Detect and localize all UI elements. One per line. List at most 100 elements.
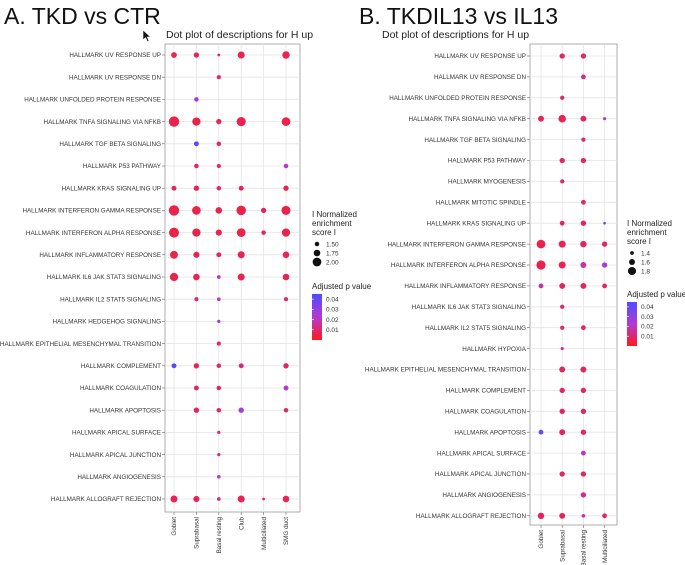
color-legend-label: 0.03 [326,307,339,314]
data-dot [282,495,290,503]
column-label: Goblet [171,517,178,536]
data-dot [581,199,586,205]
size-legend-label: 2.00 [326,259,339,266]
data-dot [236,205,246,216]
data-dot [217,452,221,457]
panel-b-row-labels: HALLMARK UV RESPONSE UP HALLMARK UV RESPO… [365,53,527,520]
row-label: HALLMARK COMPLEMENT [446,388,526,395]
panel-a-size-legend-items: 1.50 1.75 2.00 [312,241,339,267]
mouse-pointer-icon [142,29,152,42]
data-dot [580,387,587,394]
row-label: HALLMARK TNFA SIGNALING VIA NFKB [409,116,526,123]
data-dot [538,115,544,122]
row-label: HALLMARK UV RESPONSE DN [69,74,161,81]
data-dot [216,275,221,279]
data-dot [193,363,200,369]
data-dot [193,407,200,413]
data-dot [536,260,546,270]
data-dot [171,185,177,191]
row-label: HALLMARK INTERFERON GAMMA RESPONSE [387,241,526,248]
data-dot [558,114,566,123]
data-dot [170,250,178,259]
data-dot [602,283,607,289]
row-label: HALLMARK IL2 STAT5 SIGNALING [425,325,526,332]
data-dot [216,497,221,501]
data-dot [601,262,608,268]
data-dot [194,297,199,302]
data-dot [216,163,221,169]
panel-a-color-legend-title: Adjusted p value [312,282,372,291]
row-label: HALLMARK INTERFERON ALPHA RESPONSE [26,230,161,237]
data-dot [237,495,245,503]
data-dot [216,407,222,413]
panel-a-color-legend: Adjusted p value 0.04 0.03 0.02 0.01 [312,282,372,340]
panel-a-title: A. TKD vs CTR [4,3,161,29]
data-dot [168,205,180,216]
size-legend-dot [313,249,321,257]
data-dot [216,118,222,125]
data-dot [580,408,587,414]
color-legend-label: 0.01 [326,327,339,334]
data-dot [581,325,586,331]
data-dot [283,407,289,413]
data-dot [603,221,606,225]
data-dot [216,75,221,80]
size-legend-dot [312,257,322,267]
panel-a-plot-title: Dot plot of descriptions for H up [166,29,313,41]
data-dot [559,387,565,394]
data-dot [581,137,586,142]
data-dot [170,495,178,503]
size-legend-label: 1.50 [326,241,339,248]
row-label: HALLMARK COAGULATION [80,385,162,392]
data-dot [261,230,266,235]
row-label: HALLMARK APICAL SURFACE [72,430,161,437]
data-dot [193,251,200,258]
row-label: HALLMARK MYOGENESIS [448,179,526,186]
data-dot [580,429,587,435]
column-label: Suprabasal [559,530,566,562]
panel-b-dots [536,53,608,520]
data-dot [581,74,586,80]
data-dot [193,185,200,191]
column-label: Club [238,517,245,530]
data-dot [283,185,289,191]
panel-b-title: B. TKDIL13 vs IL13 [359,3,558,29]
row-label: HALLMARK APICAL SURFACE [437,450,526,457]
color-legend-label: 0.03 [641,314,654,321]
data-dot [560,347,564,351]
data-dot [581,450,586,456]
size-legend-label: 1.6 [641,259,650,266]
column-label: Multiciliated [261,517,268,550]
color-legend-label: 0.04 [326,296,339,303]
row-label: HALLMARK P53 PATHWAY [83,163,162,170]
data-dot [580,492,587,498]
panel-b: B. TKDIL13 vs IL13 Dot plot of descripti… [359,3,685,565]
panel-b-color-legend: Adjusted p value 0.04 0.03 0.02 0.01 [627,290,685,346]
column-label: Multiciliated [602,530,609,563]
panel-b-size-legend-items: 1.4 1.6 1.8 [627,250,650,276]
data-dot [193,385,199,391]
row-label: HALLMARK UV RESPONSE DN [434,74,526,81]
row-label: HALLMARK ANGIOGENESIS [442,492,526,499]
color-legend-label: 0.02 [641,324,654,331]
column-label: SMG duct [283,517,290,545]
data-dot [560,95,565,100]
row-label: HALLMARK TGF BETA SIGNALING [59,141,161,148]
data-dot [193,273,200,281]
row-label: HALLMARK KRAS SIGNALING UP [427,220,526,227]
data-dot [169,272,179,282]
row-label: HALLMARK IL6 JAK STAT3 SIGNALING [47,274,161,281]
row-label: HALLMARK APOPTOSIS [89,407,161,414]
row-label: HALLMARK EPITHELIAL MESENCHYMAL TRANSITI… [0,341,161,348]
size-legend-dot [627,266,637,276]
row-label: HALLMARK ANGIOGENESIS [77,474,161,481]
row-label: HALLMARK TNFA SIGNALING VIA NFKB [44,119,161,126]
size-legend-label: 1.75 [326,250,339,257]
column-label: Goblet [538,530,545,549]
column-label: Basal resting [216,517,223,554]
data-dot [236,228,246,237]
size-legend-label: 1.8 [641,268,650,275]
row-label: HALLMARK MITOTIC SPINDLE [436,200,526,207]
row-label: HALLMARK ALLOGRAFT REJECTION [51,496,162,503]
row-label: HALLMARK KRAS SIGNALING UP [62,185,161,192]
